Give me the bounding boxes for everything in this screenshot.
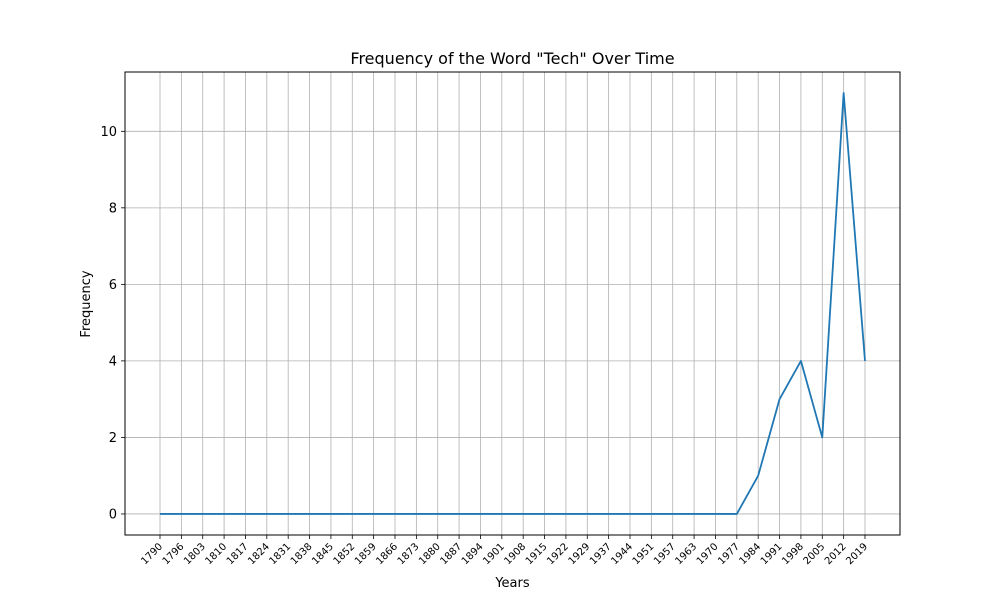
x-axis-label: Years [494,576,530,591]
chart-title: Frequency of the Word "Tech" Over Time [350,49,674,68]
y-axis-label: Frequency [79,270,94,337]
y-tick-label: 0 [109,507,117,522]
series-line [160,92,866,515]
y-tick-label: 6 [109,278,117,293]
series-layer [160,92,866,515]
y-tick-label: 8 [109,201,117,216]
grid [125,72,900,535]
y-tick-label: 10 [100,125,117,140]
y-tick-label: 4 [109,354,117,369]
y-tick-label: 2 [109,431,117,446]
plot-frame [124,71,901,536]
